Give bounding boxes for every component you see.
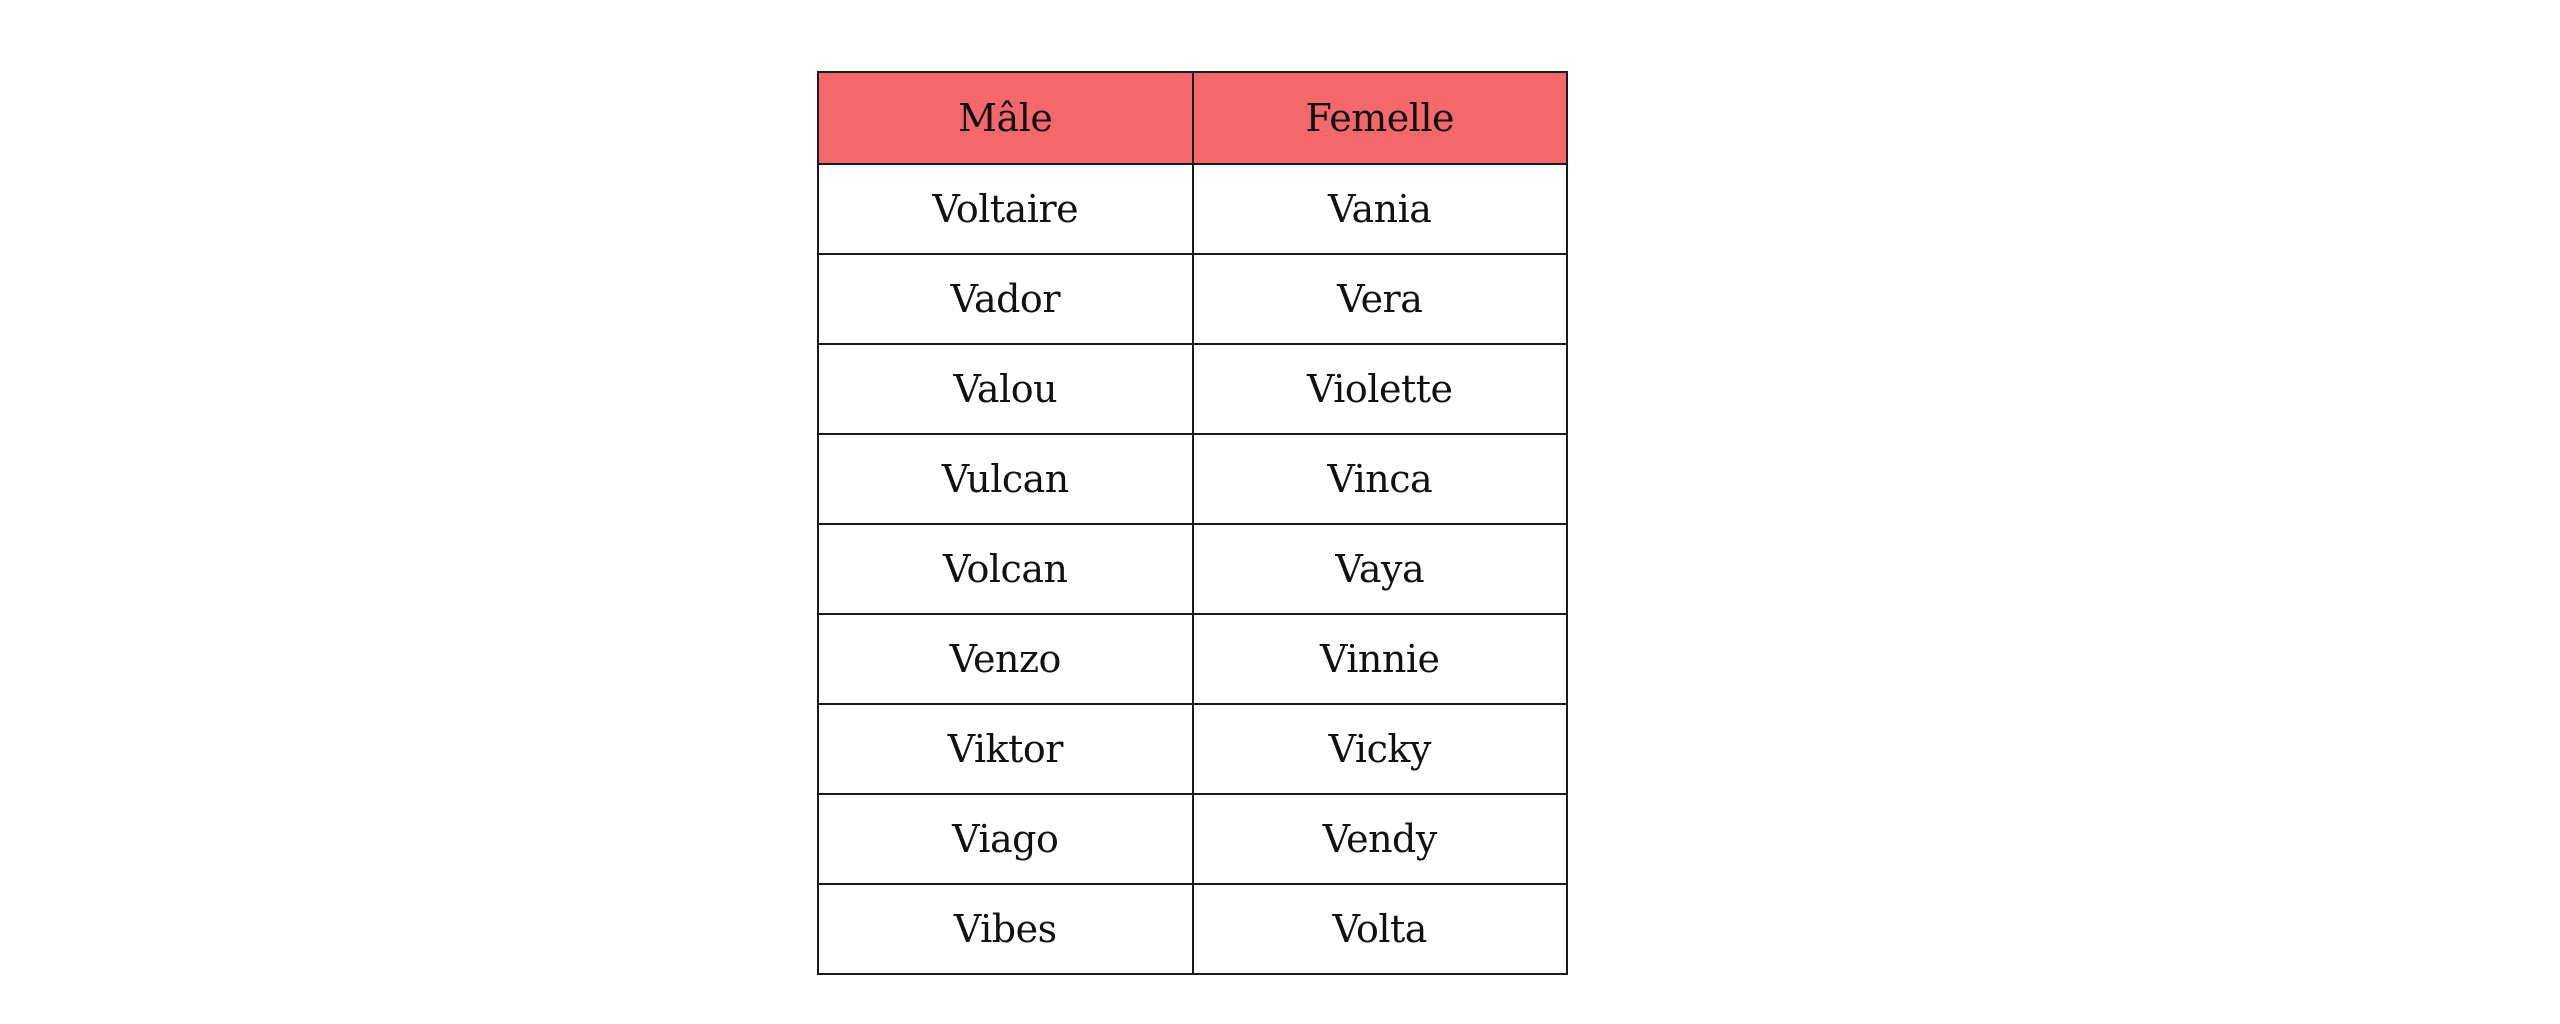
male-name-cell: Vibes [817,883,1194,975]
table-row: Voltaire Vania [817,163,1568,255]
female-name-cell: Vinnie [1191,613,1568,705]
column-header-male: Mâle [817,71,1194,165]
female-name-cell: Vendy [1191,793,1568,885]
table-row: Vulcan Vinca [817,433,1568,525]
table-row: Vibes Volta [817,883,1568,975]
male-name-cell: Venzo [817,613,1194,705]
female-name-cell: Vicky [1191,703,1568,795]
male-name-cell: Vulcan [817,433,1194,525]
table-row: Vador Vera [817,253,1568,345]
male-name-cell: Voltaire [817,163,1194,255]
male-name-cell: Viktor [817,703,1194,795]
male-name-cell: Vador [817,253,1194,345]
male-name-cell: Volcan [817,523,1194,615]
column-header-female: Femelle [1191,71,1568,165]
female-name-cell: Vania [1191,163,1568,255]
female-name-cell: Vaya [1191,523,1568,615]
female-name-cell: Volta [1191,883,1568,975]
male-name-cell: Valou [817,343,1194,435]
female-name-cell: Vera [1191,253,1568,345]
names-table: Mâle Femelle Voltaire Vania Vador Vera Valou… [817,71,1568,975]
table-header-row: Mâle Femelle [817,71,1568,165]
table-row: Viago Vendy [817,793,1568,885]
table-row: Venzo Vinnie [817,613,1568,705]
female-name-cell: Vinca [1191,433,1568,525]
table-row: Valou Violette [817,343,1568,435]
female-name-cell: Violette [1191,343,1568,435]
table-row: Viktor Vicky [817,703,1568,795]
table-row: Volcan Vaya [817,523,1568,615]
male-name-cell: Viago [817,793,1194,885]
